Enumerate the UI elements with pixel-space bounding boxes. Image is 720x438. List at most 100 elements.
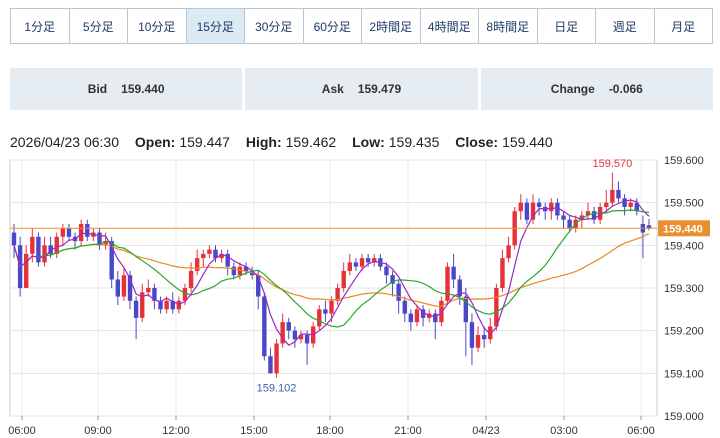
- candle-body: [262, 296, 267, 357]
- candle-body: [384, 266, 389, 276]
- candle-body: [494, 288, 499, 327]
- candle-body: [585, 211, 591, 216]
- x-tick-label: 18:00: [316, 425, 344, 437]
- candle-body: [524, 202, 530, 220]
- ma-long-line: [13, 232, 650, 307]
- tab-1[interactable]: 5分足: [69, 9, 128, 43]
- candle-body: [30, 236, 35, 254]
- candle-body: [182, 288, 188, 301]
- max-price-label: 159.570: [592, 158, 632, 170]
- tab-7[interactable]: 4時間足: [420, 9, 479, 43]
- candle-body: [579, 215, 585, 220]
- candle-body: [628, 202, 633, 207]
- candle-body: [146, 288, 151, 293]
- quote-bar: Bid 159.440 Ask 159.479 Change -0.066: [10, 68, 713, 110]
- close-label: Close:: [455, 134, 499, 150]
- y-tick-label: 159.100: [664, 368, 704, 380]
- x-tick-label: 09:00: [84, 425, 112, 437]
- candle-body: [610, 189, 615, 203]
- tab-3[interactable]: 15分足: [186, 9, 245, 43]
- candle-body: [561, 215, 566, 220]
- x-tick-label: 06:00: [627, 425, 655, 437]
- y-tick-label: 159.200: [664, 326, 704, 338]
- candle-body: [292, 330, 298, 340]
- candle-body: [518, 202, 523, 212]
- min-price-label: 159.102: [257, 383, 297, 395]
- candle-body: [36, 236, 41, 263]
- tab-8[interactable]: 8時間足: [479, 9, 538, 43]
- candle-body: [48, 245, 53, 254]
- candle-body: [201, 253, 206, 259]
- tab-4[interactable]: 30分足: [245, 9, 304, 43]
- candle-body: [555, 202, 560, 216]
- candle-body: [164, 300, 169, 310]
- candle-body: [365, 258, 371, 263]
- y-tick-label: 159.400: [664, 240, 704, 252]
- candle-body: [549, 202, 554, 212]
- ohlc-datetime: 2026/04/23 06:30: [10, 134, 119, 150]
- candle-body: [481, 334, 487, 340]
- bid-value: 159.440: [121, 82, 165, 96]
- candle-body: [530, 202, 536, 220]
- candle-body: [646, 225, 652, 229]
- candle-body: [335, 288, 340, 301]
- candle-body: [414, 309, 420, 323]
- bid-box: Bid 159.440: [10, 68, 243, 110]
- tab-10[interactable]: 週足: [596, 9, 655, 43]
- candle-body: [188, 270, 194, 288]
- tab-11[interactable]: 月足: [654, 9, 712, 43]
- high-value: 159.462: [285, 134, 337, 150]
- candle-body: [439, 300, 444, 323]
- ask-box: Ask 159.479: [245, 68, 478, 110]
- candle-body: [42, 245, 47, 263]
- tab-2[interactable]: 10分足: [128, 9, 187, 43]
- tab-6[interactable]: 2時間足: [362, 9, 421, 43]
- candle-body: [616, 189, 621, 199]
- candle-body: [133, 300, 139, 318]
- close-value: 159.440: [502, 134, 553, 150]
- ma-short-line: [13, 199, 650, 346]
- current-price-label: 159.440: [663, 223, 703, 235]
- change-label: Change: [550, 82, 595, 96]
- candle-body: [396, 283, 401, 301]
- tab-5[interactable]: 60分足: [303, 9, 362, 43]
- candle-body: [286, 322, 291, 331]
- timeframe-tabs: 1分足 5分足 10分足 15分足 30分足 60分足 2時間足 4時間足 8時間足 日足 週足 月足: [10, 8, 713, 44]
- candle-body: [298, 334, 304, 340]
- tab-0[interactable]: 1分足: [11, 9, 70, 43]
- candle-body: [194, 258, 200, 271]
- y-tick-label: 159.500: [664, 198, 704, 210]
- candle-body: [176, 300, 182, 310]
- candle-body: [463, 296, 469, 323]
- low-label: Low:: [352, 134, 385, 150]
- tab-9[interactable]: 日足: [537, 9, 596, 43]
- candle-body: [390, 275, 395, 284]
- candle-body: [567, 219, 572, 229]
- candle-body: [359, 258, 365, 267]
- open-label: Open:: [134, 134, 176, 150]
- candle-body: [60, 228, 66, 237]
- candle-body: [140, 292, 145, 318]
- candle-body: [634, 202, 639, 212]
- candle-body: [372, 258, 377, 263]
- candle-body: [225, 253, 230, 267]
- candle-body: [97, 232, 102, 246]
- candlestick-chart: 159.600 159.500 159.400 159.300 159.200 159.1…: [8, 155, 710, 437]
- candle-body: [341, 270, 346, 288]
- candle-body: [420, 309, 426, 318]
- open-value: 159.447: [179, 134, 230, 150]
- x-tick-label: 15:00: [240, 425, 268, 437]
- change-value: -0.066: [608, 82, 643, 96]
- candle-body: [469, 322, 475, 348]
- low-value: 159.435: [388, 134, 440, 150]
- candle-body: [158, 300, 163, 310]
- y-tick-label: 159.600: [664, 155, 704, 167]
- ohlc-readout: 2026/04/23 06:30 Open: 159.447 High: 159.4…: [10, 134, 553, 150]
- x-tick-label: 21:00: [394, 425, 422, 437]
- candle-body: [219, 253, 224, 259]
- candle-body: [304, 334, 310, 344]
- candle-body: [268, 356, 273, 374]
- candle-body: [274, 343, 279, 374]
- candle-body: [280, 322, 285, 344]
- candle-body: [66, 228, 72, 237]
